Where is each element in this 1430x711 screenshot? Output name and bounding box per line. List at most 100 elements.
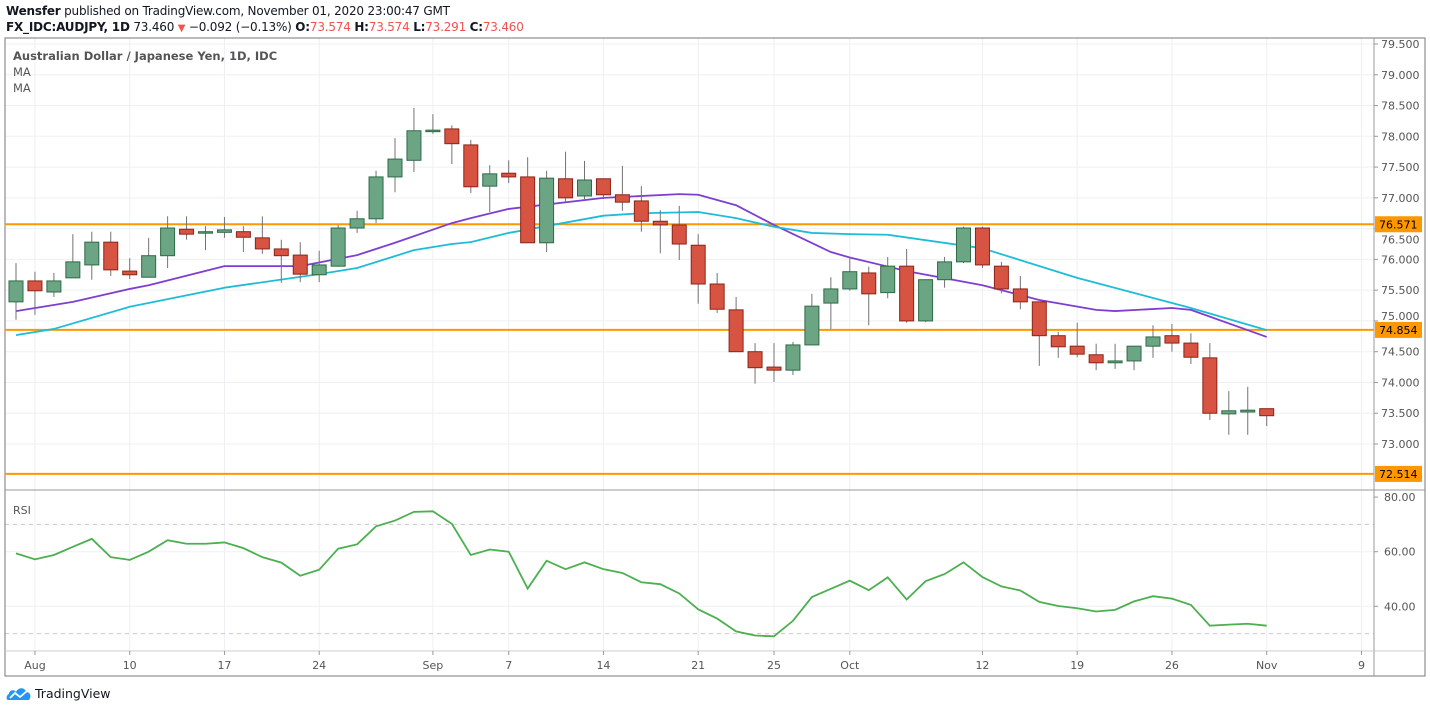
- candle: [179, 216, 195, 240]
- candle-body-up: [84, 241, 100, 266]
- rsi-line: [15, 510, 1267, 638]
- candle: [1240, 386, 1256, 435]
- candle-body-up: [198, 231, 213, 234]
- candle-body-up: [956, 227, 971, 263]
- candle-body-down: [444, 128, 460, 145]
- candle: [558, 151, 574, 203]
- candle: [690, 234, 706, 304]
- time-tick-label: Sep: [423, 659, 444, 672]
- candle: [463, 140, 479, 193]
- candle-body-down: [671, 224, 687, 245]
- candle: [254, 216, 270, 254]
- time-tick-label: 12: [975, 659, 989, 672]
- candle-body-down: [899, 265, 915, 322]
- candle-body-up: [1145, 336, 1161, 347]
- candle: [1069, 322, 1085, 358]
- candle-body-down: [501, 172, 517, 178]
- candle: [8, 263, 24, 320]
- candle-body-up: [823, 288, 839, 304]
- candle-body-down: [766, 366, 782, 371]
- price-tick-label: 78.500: [1381, 100, 1420, 113]
- level-price-label: 76.571: [1379, 218, 1418, 231]
- candle: [577, 160, 592, 200]
- candle-body-down: [235, 231, 251, 238]
- candle-body-down: [1164, 335, 1180, 344]
- candle: [728, 296, 744, 353]
- legend-ma-fast[interactable]: MA: [13, 65, 31, 79]
- time-tick-label: 26: [1165, 659, 1179, 672]
- chart-frame: [4, 37, 1426, 677]
- candle-body-down: [1202, 357, 1218, 414]
- ma-slow-line: [15, 211, 1267, 336]
- candle-body-up: [330, 227, 346, 267]
- candle: [1088, 343, 1104, 371]
- rsi-tick-label: 40.00: [1384, 600, 1416, 613]
- candle-body-up: [160, 227, 176, 257]
- candle: [1221, 391, 1237, 435]
- candle-body-up: [804, 305, 820, 346]
- candle: [1183, 333, 1199, 365]
- symbol-info: FX_IDC:AUDJPY, 1D 73.460 ▼ −0.092 (−0.13…: [6, 20, 524, 34]
- candle-body-down: [861, 272, 877, 295]
- time-tick-label: 21: [691, 659, 705, 672]
- candle: [785, 341, 801, 376]
- candle: [330, 224, 346, 267]
- candle: [804, 293, 820, 346]
- candle: [823, 277, 839, 329]
- candle-body-down: [614, 194, 630, 203]
- candle: [273, 239, 289, 283]
- candle: [1012, 276, 1028, 310]
- time-tick-label: Oct: [840, 659, 860, 672]
- candle: [861, 266, 877, 326]
- candle: [368, 170, 384, 224]
- candle: [956, 226, 971, 264]
- candle: [1050, 332, 1066, 358]
- candle-body-down: [709, 283, 725, 310]
- candle-body-down: [1088, 354, 1104, 364]
- level-price-tag: [1375, 321, 1422, 338]
- author-name[interactable]: Wensfer: [6, 4, 61, 18]
- price-tick-label: 78.000: [1381, 130, 1420, 143]
- candle-body-down: [1012, 288, 1028, 303]
- candle: [974, 226, 990, 269]
- candle: [46, 272, 62, 297]
- legend-ma-slow[interactable]: MA: [13, 81, 31, 95]
- candle: [27, 271, 43, 315]
- candle-body-down: [103, 241, 119, 271]
- candle: [671, 205, 687, 261]
- brand-name: TradingView: [35, 685, 111, 701]
- candle: [539, 170, 555, 253]
- symbol-name: FX_IDC:AUDJPY, 1D: [6, 20, 130, 34]
- candle: [1126, 345, 1142, 371]
- candle-body-down: [1069, 345, 1085, 355]
- candle-body-up: [785, 344, 801, 371]
- candle: [311, 250, 327, 283]
- candle: [482, 165, 498, 213]
- candle-body-up: [880, 265, 896, 294]
- triangle-down-icon: ▼: [177, 23, 186, 34]
- candle: [880, 256, 896, 299]
- candle: [216, 216, 232, 238]
- time-tick-label: 25: [767, 659, 781, 672]
- candle-body-down: [993, 265, 1009, 290]
- high-value: 73.574: [368, 20, 410, 34]
- time-tick-label: 19: [1070, 659, 1084, 672]
- price-change: −0.092 (−0.13%): [188, 20, 292, 34]
- candle-body-up: [311, 264, 327, 276]
- candle-body-down: [690, 244, 706, 285]
- candle: [122, 258, 138, 280]
- open-label: O:: [295, 20, 310, 34]
- price-tick-label: 79.000: [1381, 69, 1420, 82]
- candle-body-down: [595, 178, 611, 196]
- candle-body-up: [842, 271, 858, 290]
- level-price-tag: [1375, 465, 1422, 482]
- candle: [937, 256, 953, 288]
- candle-body-up: [482, 173, 498, 187]
- candle-body-down: [633, 200, 649, 222]
- rsi-title[interactable]: RSI: [13, 504, 31, 517]
- candle-body-down: [292, 254, 308, 275]
- candle-body-up: [1240, 409, 1256, 413]
- candle: [1202, 343, 1218, 421]
